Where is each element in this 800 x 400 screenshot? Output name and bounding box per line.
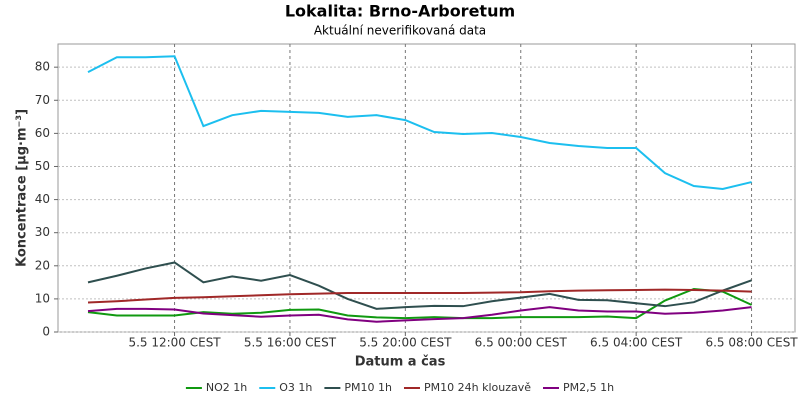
- y-tick-label: 50: [35, 159, 50, 173]
- series-line: [87, 55, 752, 191]
- series-line: [87, 306, 752, 323]
- x-tick-label: 5.5 12:00 CEST: [128, 336, 221, 350]
- y-tick-label: 20: [35, 258, 50, 272]
- y-tick-label: 0: [42, 325, 50, 339]
- chart-title: Lokalita: Brno-Arboretum: [285, 2, 515, 21]
- x-axis-label: Datum a čas: [355, 355, 446, 370]
- legend-label: PM10 24h klouzavě: [424, 381, 531, 394]
- plot-area: [57, 43, 796, 333]
- y-tick-label: 60: [35, 126, 50, 140]
- x-tick-label: 6.5 04:00 CEST: [590, 336, 683, 350]
- y-tick-label: 10: [35, 291, 50, 305]
- x-tick-label: 5.5 20:00 CEST: [359, 336, 452, 350]
- legend-label: PM10 1h: [344, 381, 392, 394]
- legend-label: PM2,5 1h: [563, 381, 614, 394]
- x-tick-label: 5.5 16:00 CEST: [244, 336, 337, 350]
- x-tick-label: 6.5 08:00 CEST: [705, 336, 798, 350]
- series-line: [87, 288, 752, 304]
- y-tick-label: 30: [35, 225, 50, 239]
- legend-label: O3 1h: [279, 381, 312, 394]
- y-tick-label: 80: [35, 60, 50, 74]
- y-tick-label: 40: [35, 192, 50, 206]
- chart-subtitle: Aktuální neverifikovaná data: [314, 24, 486, 38]
- x-tick-label: 6.5 00:00 CEST: [475, 336, 568, 350]
- y-tick-label: 70: [35, 93, 50, 107]
- y-axis-label: Koncentrace [µg·m⁻³]: [15, 109, 30, 267]
- series-line: [87, 261, 752, 310]
- legend-label: NO2 1h: [206, 381, 247, 394]
